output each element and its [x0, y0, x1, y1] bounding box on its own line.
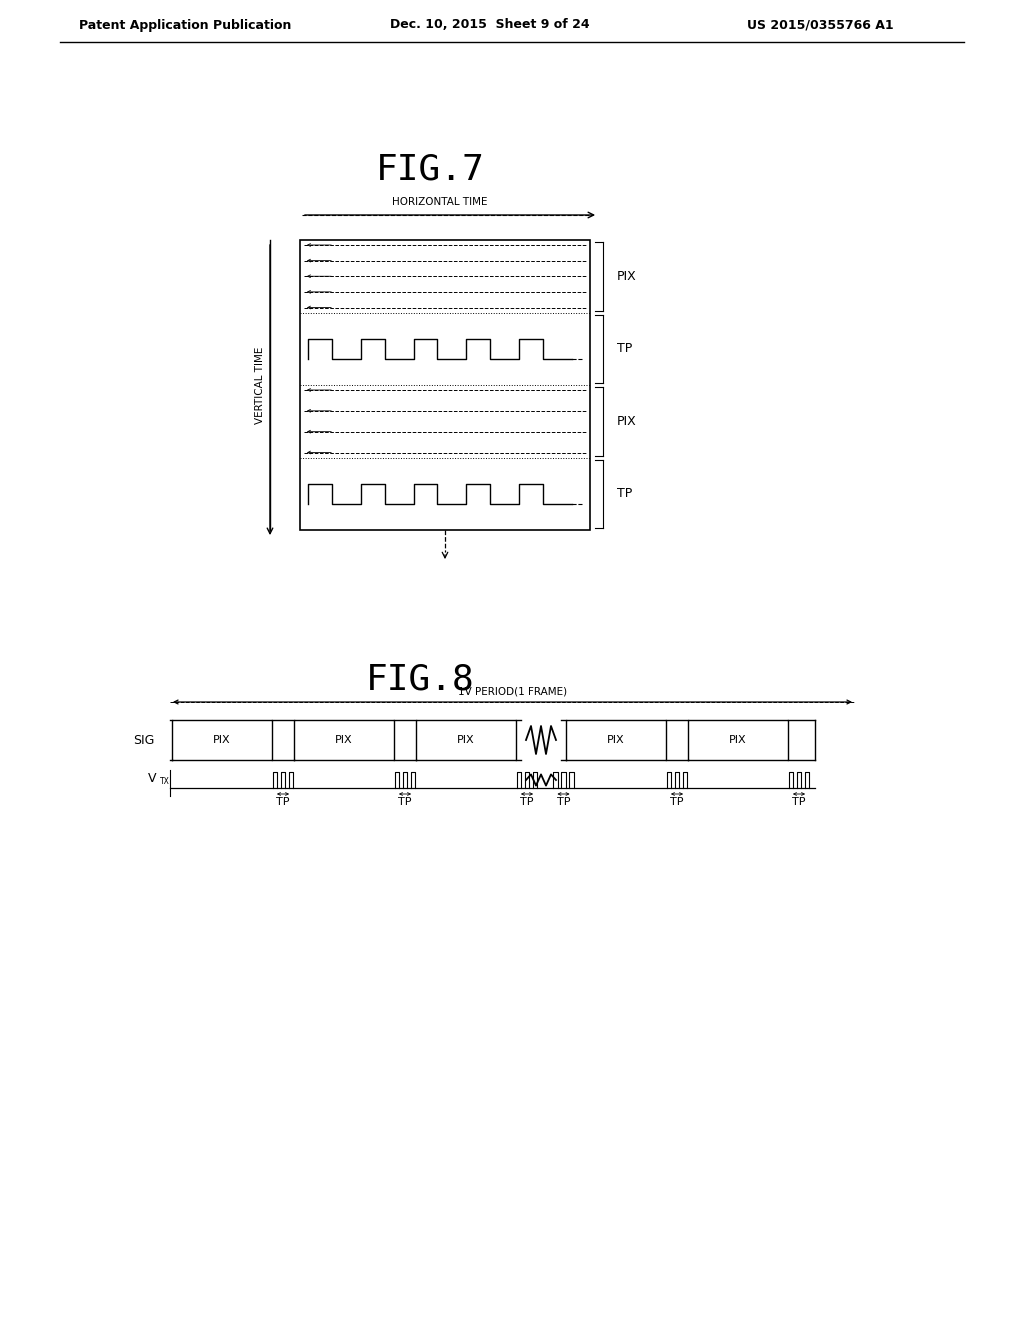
- Text: 1V PERIOD(1 FRAME): 1V PERIOD(1 FRAME): [458, 686, 567, 696]
- Text: V: V: [148, 771, 157, 784]
- Text: TX: TX: [160, 777, 170, 787]
- Text: VERTICAL TIME: VERTICAL TIME: [255, 346, 265, 424]
- Text: PIX: PIX: [335, 735, 353, 744]
- Text: TP: TP: [617, 342, 632, 355]
- Text: Dec. 10, 2015  Sheet 9 of 24: Dec. 10, 2015 Sheet 9 of 24: [390, 18, 590, 32]
- Text: FIG.8: FIG.8: [366, 663, 474, 697]
- Text: TP: TP: [557, 797, 570, 807]
- Text: SIG: SIG: [133, 734, 155, 747]
- Text: PIX: PIX: [617, 414, 637, 428]
- Text: TP: TP: [671, 797, 684, 807]
- Text: TP: TP: [276, 797, 290, 807]
- Text: FIG.7: FIG.7: [376, 153, 484, 187]
- Text: PIX: PIX: [617, 269, 637, 282]
- Text: US 2015/0355766 A1: US 2015/0355766 A1: [746, 18, 893, 32]
- Text: HORIZONTAL TIME: HORIZONTAL TIME: [392, 197, 487, 207]
- Text: PIX: PIX: [213, 735, 230, 744]
- Text: TP: TP: [617, 487, 632, 500]
- Text: TP: TP: [793, 797, 806, 807]
- Text: PIX: PIX: [457, 735, 475, 744]
- Text: Patent Application Publication: Patent Application Publication: [79, 18, 291, 32]
- Text: TP: TP: [520, 797, 534, 807]
- Text: PIX: PIX: [729, 735, 746, 744]
- Text: PIX: PIX: [607, 735, 625, 744]
- Text: TP: TP: [398, 797, 412, 807]
